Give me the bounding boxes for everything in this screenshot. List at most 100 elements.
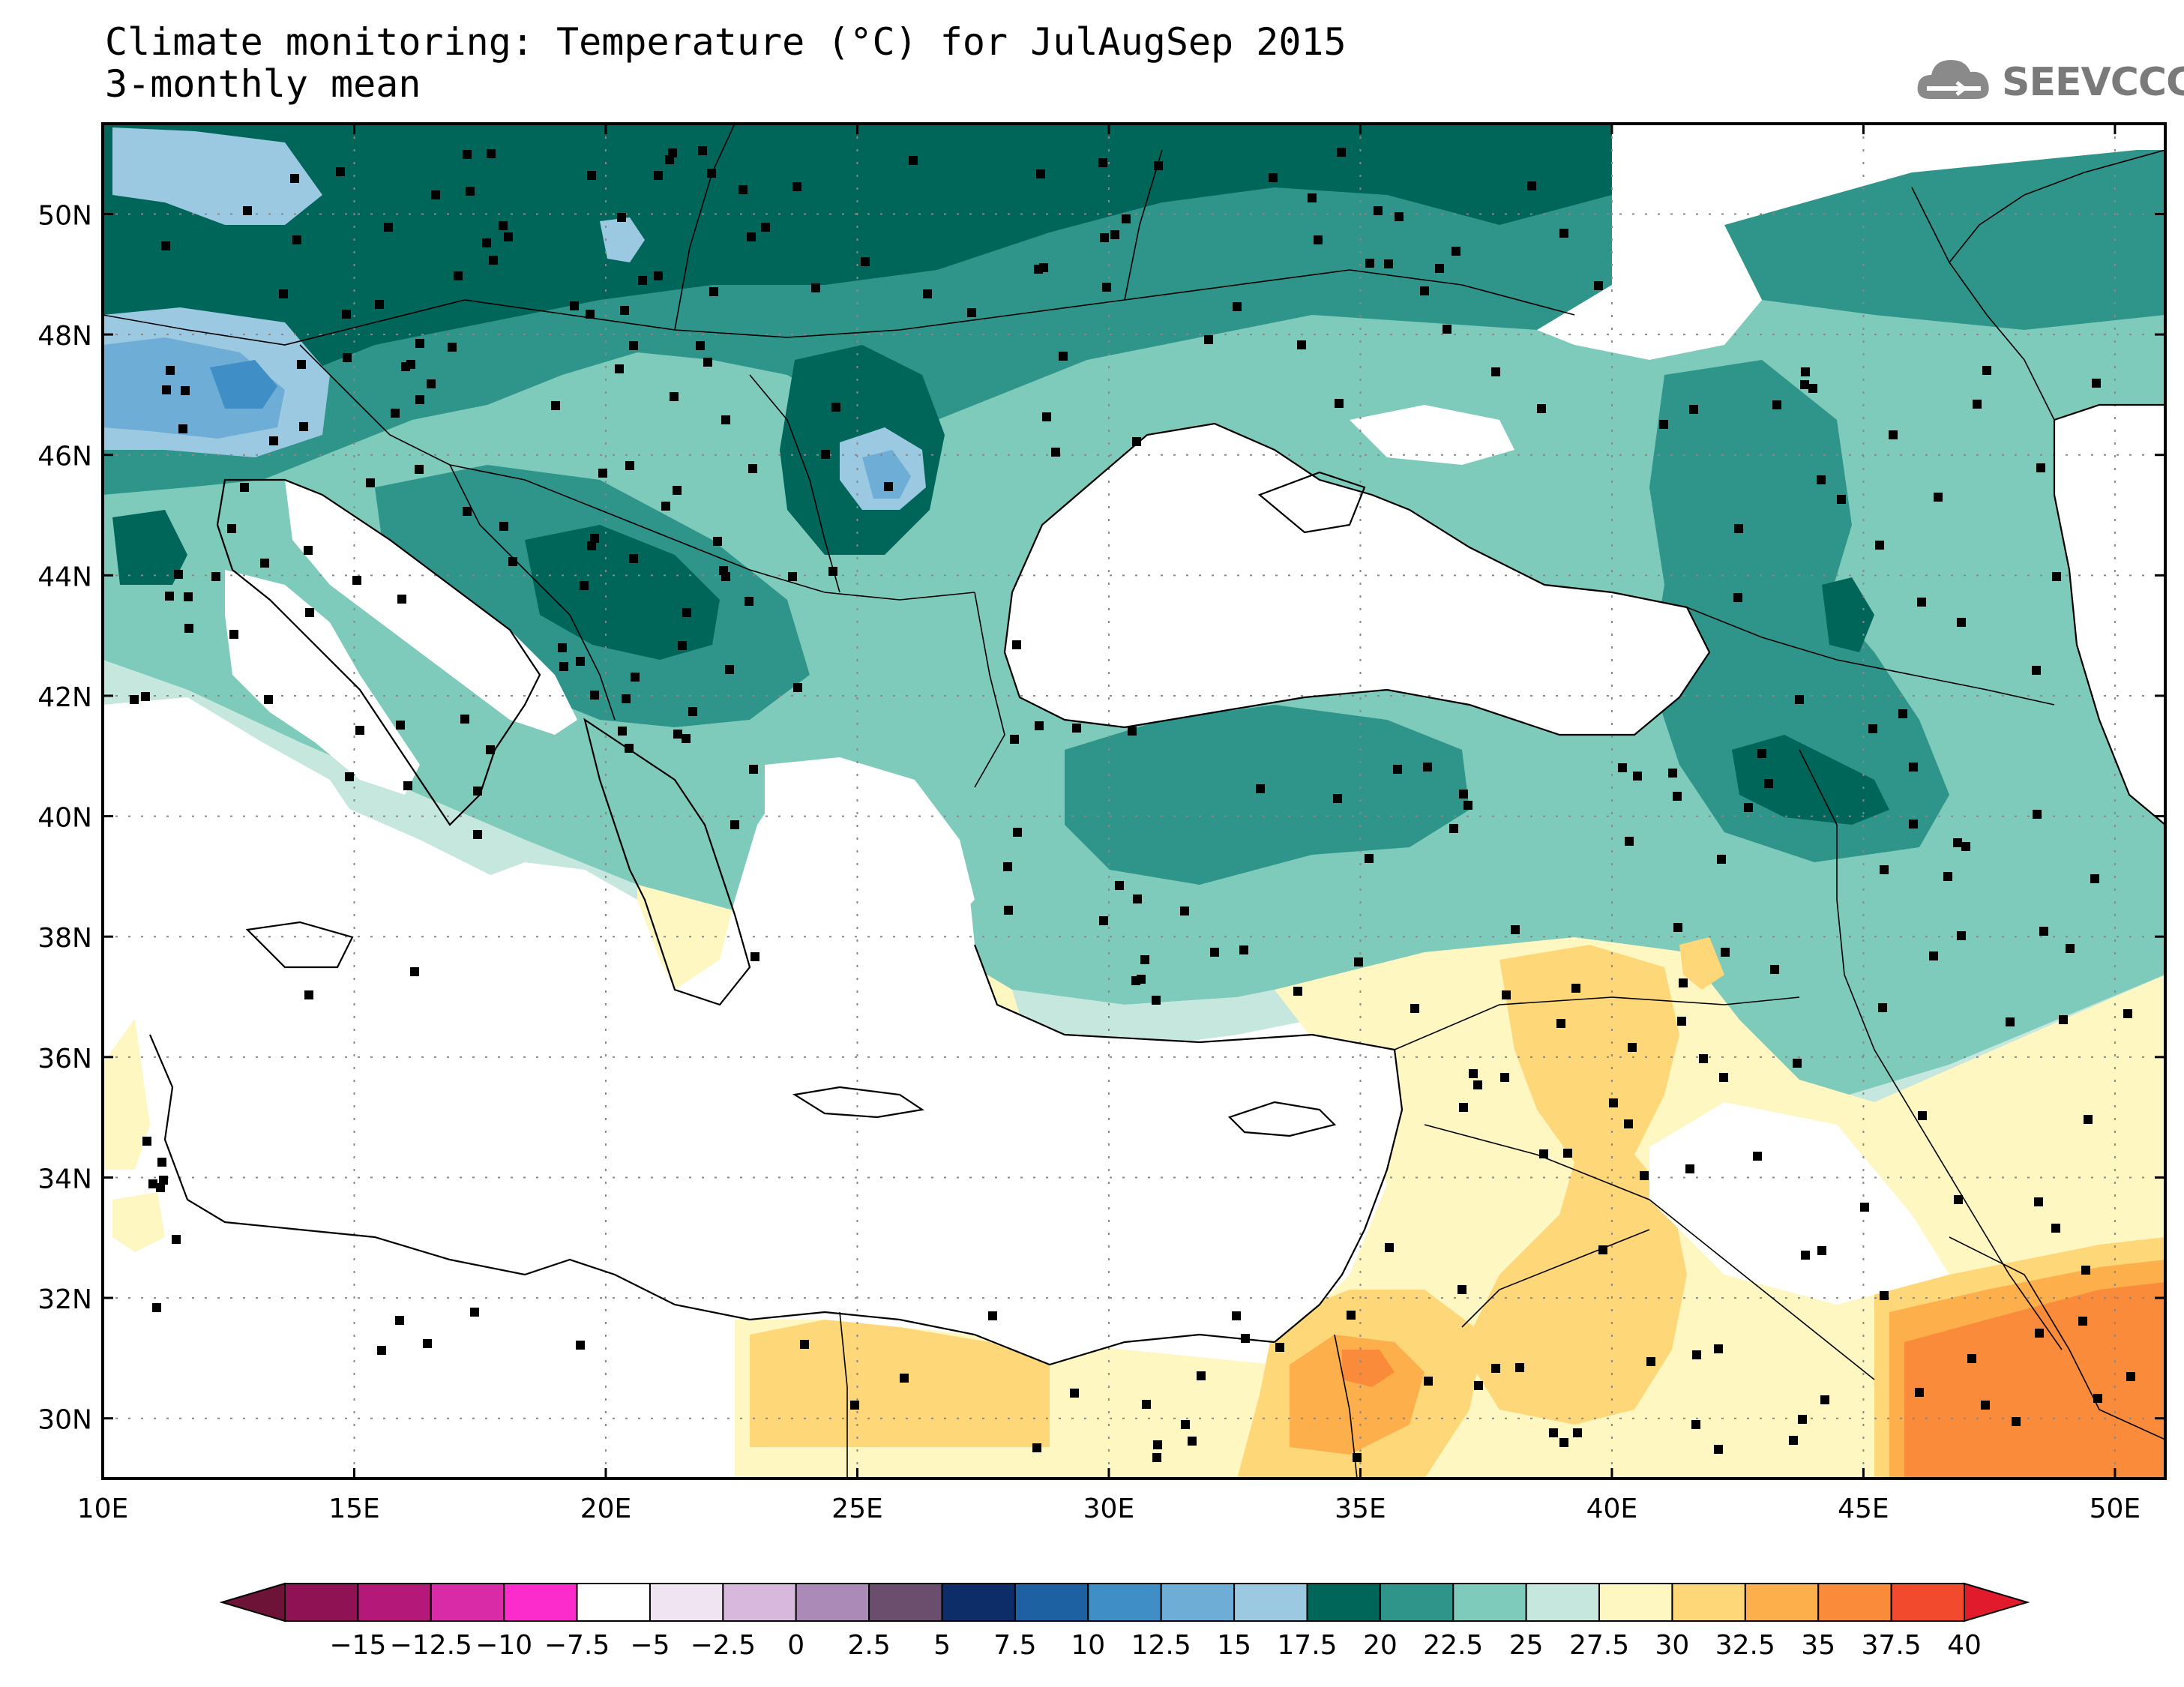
station-marker: [375, 300, 384, 309]
colorbar-swatch: [1014, 1583, 1089, 1622]
station-marker: [1256, 784, 1265, 793]
colorbar-swatch: [722, 1583, 797, 1622]
station-marker: [1420, 286, 1429, 295]
colorbar-label: 2.5: [847, 1630, 890, 1661]
station-marker: [1491, 1364, 1500, 1373]
station-marker: [156, 1183, 165, 1192]
lon-label: 35E: [1335, 1494, 1386, 1524]
colorbar-swatch: [1671, 1583, 1746, 1622]
station-marker: [211, 572, 220, 581]
colorbar-swatch: [576, 1583, 651, 1622]
station-marker: [1410, 1004, 1419, 1013]
station-marker: [1012, 640, 1021, 649]
station-marker: [1880, 1291, 1889, 1300]
station-marker: [725, 665, 734, 674]
station-marker: [1689, 405, 1698, 414]
station-marker: [1917, 598, 1926, 607]
title-line-1: Climate monitoring: Temperature (°C) for…: [105, 20, 1347, 64]
station-marker: [1297, 340, 1306, 349]
station-marker: [1609, 1098, 1618, 1107]
zone-cold-10-alps: [210, 360, 277, 409]
station-marker: [1624, 1119, 1633, 1128]
station-marker: [586, 310, 595, 319]
station-marker: [738, 185, 747, 194]
station-marker: [615, 364, 624, 373]
station-marker: [1573, 1428, 1582, 1437]
station-marker: [2126, 1372, 2135, 1381]
station-marker: [504, 232, 513, 241]
station-marker: [625, 744, 634, 753]
zone-cold-15-czech: [112, 127, 322, 225]
station-marker: [761, 223, 770, 232]
station-marker: [1714, 1445, 1723, 1454]
station-marker: [1059, 352, 1068, 361]
station-marker: [1733, 593, 1742, 602]
station-marker: [749, 765, 758, 774]
lat-label: 48N: [37, 321, 92, 352]
station-marker: [1618, 763, 1627, 772]
station-marker: [988, 1311, 997, 1320]
station-marker: [1817, 1246, 1826, 1255]
lon-label: 20E: [580, 1494, 632, 1524]
black-sea-coast: [1003, 422, 1711, 736]
station-marker: [900, 1374, 909, 1383]
station-marker: [1275, 1343, 1284, 1352]
station-marker: [1764, 779, 1773, 788]
station-marker: [1527, 181, 1536, 190]
station-marker: [2006, 1017, 2015, 1026]
station-marker: [1042, 412, 1051, 421]
station-marker: [2052, 572, 2061, 581]
station-marker: [1333, 794, 1342, 803]
station-marker: [1423, 763, 1432, 772]
station-marker: [1961, 842, 1970, 851]
station-marker: [850, 1401, 859, 1410]
lat-label: 44N: [37, 562, 92, 592]
caspian-sea: [2054, 405, 2165, 825]
station-marker: [1633, 772, 1642, 781]
station-marker: [159, 1176, 168, 1185]
station-marker: [682, 734, 691, 743]
station-marker: [1353, 1453, 1362, 1462]
station-marker: [884, 482, 893, 491]
zone-22-caucasus: [1649, 360, 1949, 862]
zone-35-israel: [1290, 1335, 1425, 1455]
lat-label: 34N: [37, 1164, 92, 1194]
station-marker: [1347, 1311, 1356, 1320]
station-marker: [142, 1137, 151, 1146]
station-marker: [1102, 283, 1111, 292]
station-marker: [617, 213, 626, 222]
station-marker: [1878, 1003, 1887, 1012]
adriatic-sea: [285, 480, 577, 735]
cyprus: [1227, 1101, 1337, 1137]
zone-32-turkey: [1679, 937, 1724, 990]
station-marker: [625, 461, 634, 470]
station-marker: [558, 643, 567, 652]
station-marker: [1152, 996, 1161, 1005]
station-marker: [1152, 1453, 1161, 1462]
colorbar-label: 20: [1363, 1630, 1398, 1661]
station-marker: [1699, 1054, 1708, 1063]
station-marker: [2059, 1015, 2068, 1024]
station-marker: [1435, 264, 1444, 273]
station-marker: [1915, 1388, 1924, 1397]
station-marker: [1772, 400, 1781, 409]
caspian-coast: [2053, 403, 2165, 826]
station-marker: [463, 507, 472, 516]
crete: [792, 1086, 924, 1119]
station-marker: [161, 241, 170, 250]
station-marker: [415, 465, 424, 474]
station-marker: [162, 385, 171, 394]
station-marker: [1598, 1245, 1607, 1254]
station-marker: [184, 624, 193, 633]
station-marker: [1789, 1436, 1798, 1445]
station-marker: [181, 386, 190, 395]
lon-label: 40E: [1586, 1494, 1638, 1524]
azov-sea: [1350, 405, 1514, 465]
station-marker: [559, 662, 568, 671]
station-marker: [1659, 420, 1668, 429]
seevccc-logo: SEEVCCC: [1912, 46, 2184, 114]
station-marker: [1098, 158, 1107, 167]
gridlines: [103, 124, 2165, 1479]
station-marker: [1685, 1164, 1694, 1173]
